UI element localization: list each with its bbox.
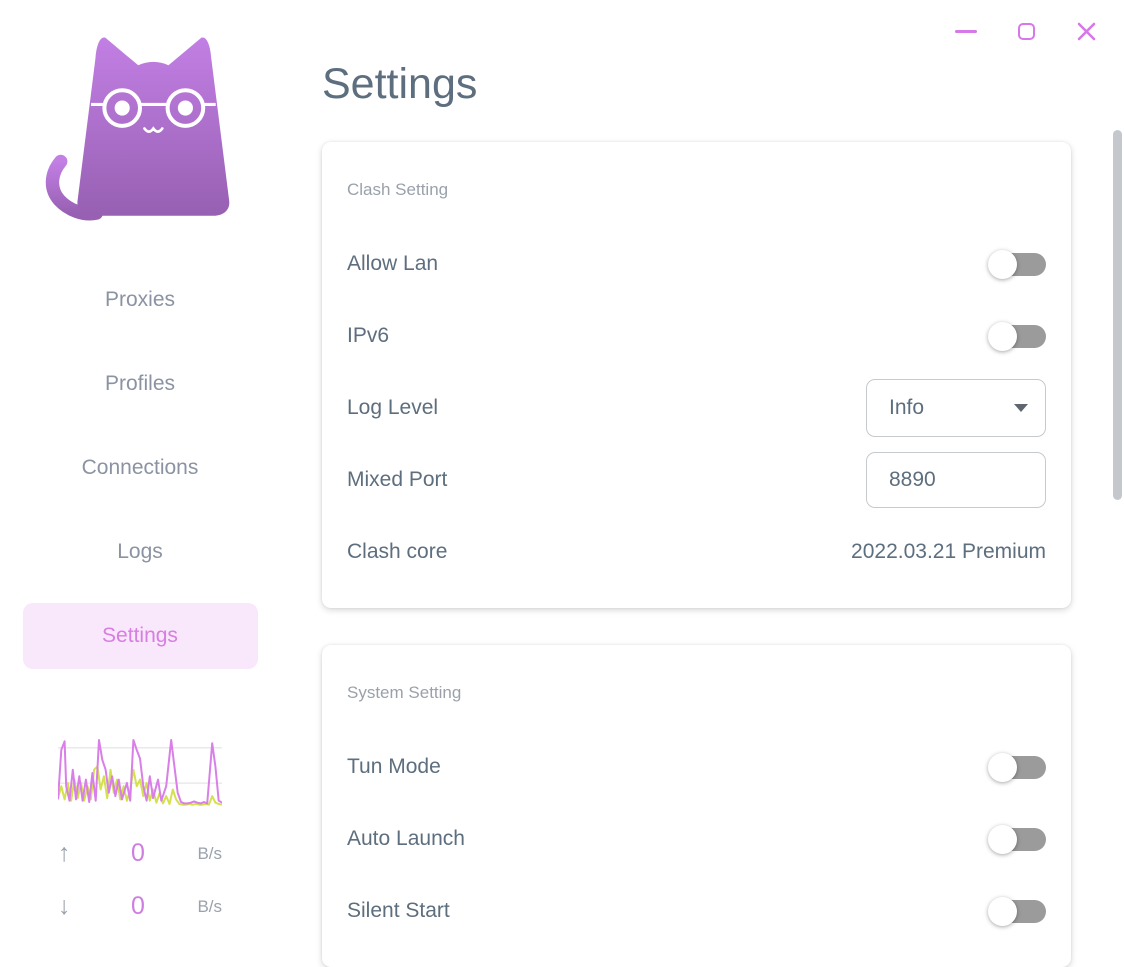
- sidebar: Proxies Profiles Connections Logs Settin…: [0, 0, 280, 937]
- download-arrow-icon: ↓: [58, 892, 71, 920]
- window-controls: [954, 17, 1098, 45]
- download-unit: B/s: [197, 896, 222, 916]
- mixed-port-input[interactable]: [866, 452, 1046, 508]
- tun-mode-toggle[interactable]: [988, 752, 1046, 782]
- ipv6-row: IPv6: [347, 300, 1046, 372]
- minimize-icon: [955, 29, 977, 33]
- traffic-graph: [58, 739, 222, 806]
- sidebar-item-settings[interactable]: Settings: [22, 603, 258, 669]
- tun-mode-label: Tun Mode: [347, 755, 441, 778]
- silent-start-label: Silent Start: [347, 899, 450, 922]
- auto-launch-row: Auto Launch: [347, 803, 1046, 875]
- traffic-upload-line: [58, 739, 222, 805]
- mixed-port-row: Mixed Port: [347, 444, 1046, 516]
- close-button[interactable]: [1074, 17, 1098, 45]
- ipv6-toggle[interactable]: [988, 321, 1046, 351]
- silent-start-row: Silent Start: [347, 875, 1046, 947]
- maximize-icon: [1017, 22, 1035, 40]
- upload-unit: B/s: [197, 843, 222, 863]
- silent-start-toggle[interactable]: [988, 896, 1046, 926]
- log-level-row: Log Level Info: [347, 372, 1046, 444]
- allow-lan-row: Allow Lan: [347, 228, 1046, 300]
- page-title: Settings: [322, 60, 478, 108]
- clash-setting-header: Clash Setting: [347, 180, 449, 199]
- auto-launch-toggle[interactable]: [988, 824, 1046, 854]
- log-level-select[interactable]: Info: [866, 379, 1046, 437]
- clash-setting-card: Clash Setting Allow Lan IPv6 Log Level I…: [322, 142, 1071, 608]
- upload-value: 0: [131, 839, 145, 867]
- log-level-label: Log Level: [347, 396, 439, 419]
- clash-core-value: 2022.03.21 Premium: [851, 540, 1046, 563]
- toggle-thumb: [988, 752, 1017, 782]
- sidebar-nav: Proxies Profiles Connections Logs Settin…: [0, 267, 280, 669]
- cat-logo-icon: [45, 37, 230, 221]
- system-setting-card: System Setting Tun Mode Auto Launch Sile…: [322, 645, 1071, 967]
- sidebar-item-profiles[interactable]: Profiles: [104, 372, 176, 395]
- upload-stat-row: ↑ 0 B/s: [58, 839, 222, 868]
- maximize-button[interactable]: [1014, 17, 1038, 45]
- allow-lan-toggle[interactable]: [988, 249, 1046, 279]
- sidebar-item-logs[interactable]: Logs: [117, 540, 163, 563]
- scrollbar-thumb[interactable]: [1113, 130, 1122, 500]
- main-content: Settings Clash Setting Allow Lan IPv6 Lo…: [322, 0, 1071, 967]
- close-icon: [1077, 22, 1095, 40]
- system-setting-header: System Setting: [347, 683, 462, 702]
- download-value: 0: [131, 892, 145, 920]
- mixed-port-label: Mixed Port: [347, 468, 448, 491]
- download-stat-row: ↓ 0 B/s: [58, 892, 222, 921]
- toggle-thumb: [988, 321, 1017, 351]
- allow-lan-label: Allow Lan: [347, 252, 439, 275]
- traffic-download-line: [58, 765, 222, 806]
- sidebar-item-connections[interactable]: Connections: [81, 456, 199, 479]
- toggle-thumb: [988, 824, 1017, 854]
- chevron-down-icon: [1014, 404, 1028, 412]
- upload-arrow-icon: ↑: [58, 839, 71, 867]
- ipv6-label: IPv6: [347, 324, 390, 347]
- clash-core-row: Clash core 2022.03.21 Premium: [347, 516, 1046, 588]
- traffic-panel: ↑ 0 B/s ↓ 0 B/s: [58, 737, 222, 921]
- tun-mode-row: Tun Mode: [347, 731, 1046, 803]
- minimize-button[interactable]: [954, 17, 978, 45]
- clash-core-label: Clash core: [347, 540, 448, 563]
- log-level-selected-value: Info: [889, 396, 925, 419]
- auto-launch-label: Auto Launch: [347, 827, 465, 850]
- sidebar-item-proxies[interactable]: Proxies: [104, 288, 176, 311]
- toggle-thumb: [988, 896, 1017, 926]
- toggle-thumb: [988, 249, 1017, 279]
